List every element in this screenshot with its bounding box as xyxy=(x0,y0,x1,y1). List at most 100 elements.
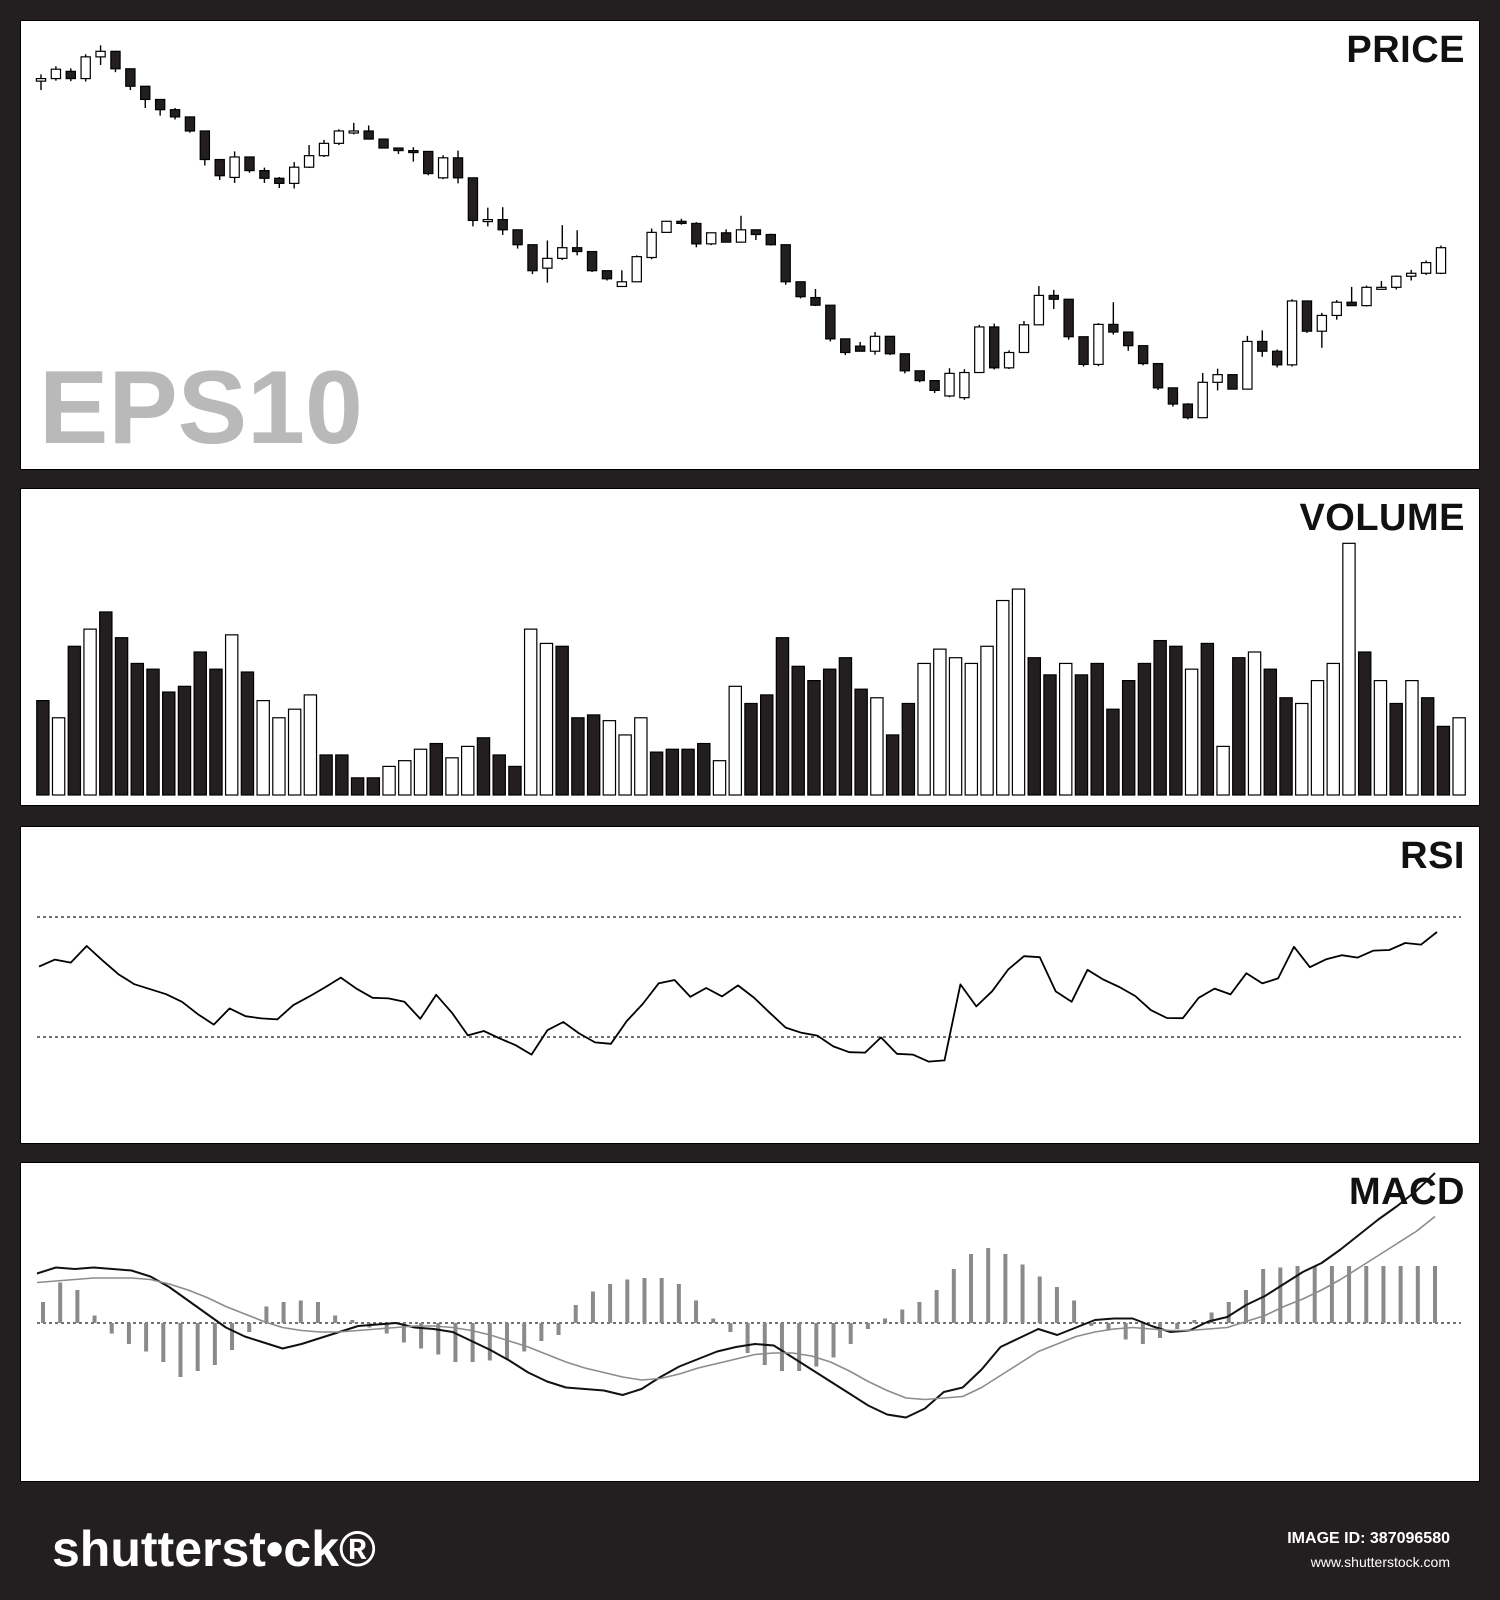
candle-bearish xyxy=(1137,345,1149,365)
candle-bullish xyxy=(959,371,970,399)
volume-bar-bearish xyxy=(1121,680,1136,796)
candle-bullish xyxy=(35,77,47,82)
volume-bar-bullish xyxy=(1247,651,1262,796)
candle-bearish xyxy=(1108,323,1119,333)
volume-bar-bearish xyxy=(67,645,82,796)
macd-histogram-bar xyxy=(1226,1302,1231,1323)
macd-histogram-bar xyxy=(556,1323,561,1335)
macd-histogram-bar xyxy=(1158,1323,1163,1338)
volume-bar-bullish xyxy=(224,634,239,796)
macd-histogram-bar xyxy=(1037,1276,1042,1323)
macd-histogram-bar xyxy=(1415,1266,1420,1323)
macd-histogram-bar xyxy=(1329,1266,1334,1323)
candle-bullish xyxy=(1331,301,1342,317)
macd-histogram-bar xyxy=(126,1323,131,1344)
candle-bullish xyxy=(333,130,345,144)
macd-histogram-bar xyxy=(986,1248,991,1323)
candle-bearish xyxy=(1182,403,1194,419)
volume-bar-bearish xyxy=(681,748,695,796)
macd-histogram-bar xyxy=(676,1284,681,1323)
candle-bearish xyxy=(65,70,77,80)
candle-bearish xyxy=(527,244,538,272)
macd-histogram-bar xyxy=(315,1302,320,1323)
volume-bar-bullish xyxy=(272,717,286,796)
volume-bar-bearish xyxy=(366,777,381,796)
volume-panel: VOLUME xyxy=(20,488,1480,806)
macd-histogram-bar xyxy=(247,1323,252,1332)
candle-bearish xyxy=(378,138,389,149)
volume-bar-bearish xyxy=(807,680,821,796)
candle-bearish xyxy=(691,222,702,245)
volume-bar-bearish xyxy=(240,671,255,796)
eps-watermark: EPS10 xyxy=(39,350,363,466)
macd-chart xyxy=(36,1172,1461,1419)
macd-histogram-bar xyxy=(298,1300,303,1323)
candle-bearish xyxy=(497,218,508,231)
macd-histogram-bar xyxy=(144,1323,149,1352)
candle-bearish xyxy=(393,147,404,152)
volume-bar-bearish xyxy=(1169,645,1183,796)
macd-histogram-bar xyxy=(1192,1320,1197,1323)
candle-bullish xyxy=(1093,323,1104,366)
candle-bearish xyxy=(259,169,270,179)
volume-bar-bearish xyxy=(665,748,680,796)
candle-bullish xyxy=(705,232,717,245)
candle-bearish xyxy=(184,116,196,132)
macd-histogram-bar xyxy=(161,1323,166,1362)
macd-histogram-bar xyxy=(1020,1264,1025,1323)
volume-bar-bearish xyxy=(1106,708,1120,796)
macd-histogram-bar xyxy=(333,1315,338,1323)
volume-bar-bullish xyxy=(948,657,963,796)
volume-bar-bullish xyxy=(728,685,743,796)
volume-bar-bearish xyxy=(822,668,837,796)
macd-histogram-bar xyxy=(1089,1323,1094,1326)
candle-bearish xyxy=(363,130,374,140)
volume-bar-bearish xyxy=(885,734,900,796)
volume-bar-bearish xyxy=(1232,657,1246,796)
macd-histogram-bar xyxy=(1054,1287,1059,1323)
volume-bar-bearish xyxy=(209,668,223,796)
macd-histogram-bar xyxy=(573,1305,578,1323)
macd-histogram-bar xyxy=(419,1323,424,1349)
macd-histogram-bar xyxy=(694,1300,699,1323)
candle-bearish xyxy=(1346,301,1357,307)
macd-histogram-bar xyxy=(1278,1267,1283,1323)
image-id-line: IMAGE ID: 387096580 xyxy=(1287,1530,1450,1548)
candle-bullish xyxy=(288,166,300,184)
macd-histogram-bar xyxy=(453,1323,458,1362)
volume-bar-bearish xyxy=(335,754,349,796)
candle-bullish xyxy=(348,130,359,134)
candle-bearish xyxy=(169,109,181,118)
volume-bar-bearish xyxy=(350,777,365,796)
candle-bearish xyxy=(214,158,225,177)
volume-bar-bullish xyxy=(933,648,947,796)
candle-bullish xyxy=(1435,247,1447,274)
macd-histogram-bar xyxy=(934,1290,939,1323)
candle-bearish xyxy=(899,353,911,372)
volume-bar-bearish xyxy=(1027,657,1041,796)
volume-bar-bearish xyxy=(114,637,129,796)
volume-bar-bullish xyxy=(539,642,554,796)
volume-bar-bearish xyxy=(838,657,853,796)
macd-histogram-bar xyxy=(590,1291,595,1323)
volume-bar-bearish xyxy=(555,645,569,796)
candle-bearish xyxy=(1167,387,1179,405)
rsi-title: RSI xyxy=(1400,835,1465,877)
candle-bullish xyxy=(1212,374,1223,383)
candle-bearish xyxy=(452,157,464,179)
macd-histogram-bar xyxy=(917,1302,922,1323)
macd-histogram-bar xyxy=(625,1279,630,1323)
candle-bearish xyxy=(929,380,940,392)
macd-histogram-bar xyxy=(1072,1300,1077,1323)
macd-histogram-bar xyxy=(711,1318,716,1323)
macd-histogram-bar xyxy=(1175,1323,1180,1329)
candle-bearish xyxy=(884,335,896,355)
candle-bearish xyxy=(780,244,791,283)
volume-bar-bullish xyxy=(461,745,475,796)
candle-bearish xyxy=(125,68,136,87)
volume-bar-bearish xyxy=(586,714,601,796)
candle-bullish xyxy=(974,326,985,374)
candle-bearish xyxy=(676,220,687,225)
candle-bullish xyxy=(1316,314,1328,332)
volume-bar-bearish xyxy=(649,751,664,796)
